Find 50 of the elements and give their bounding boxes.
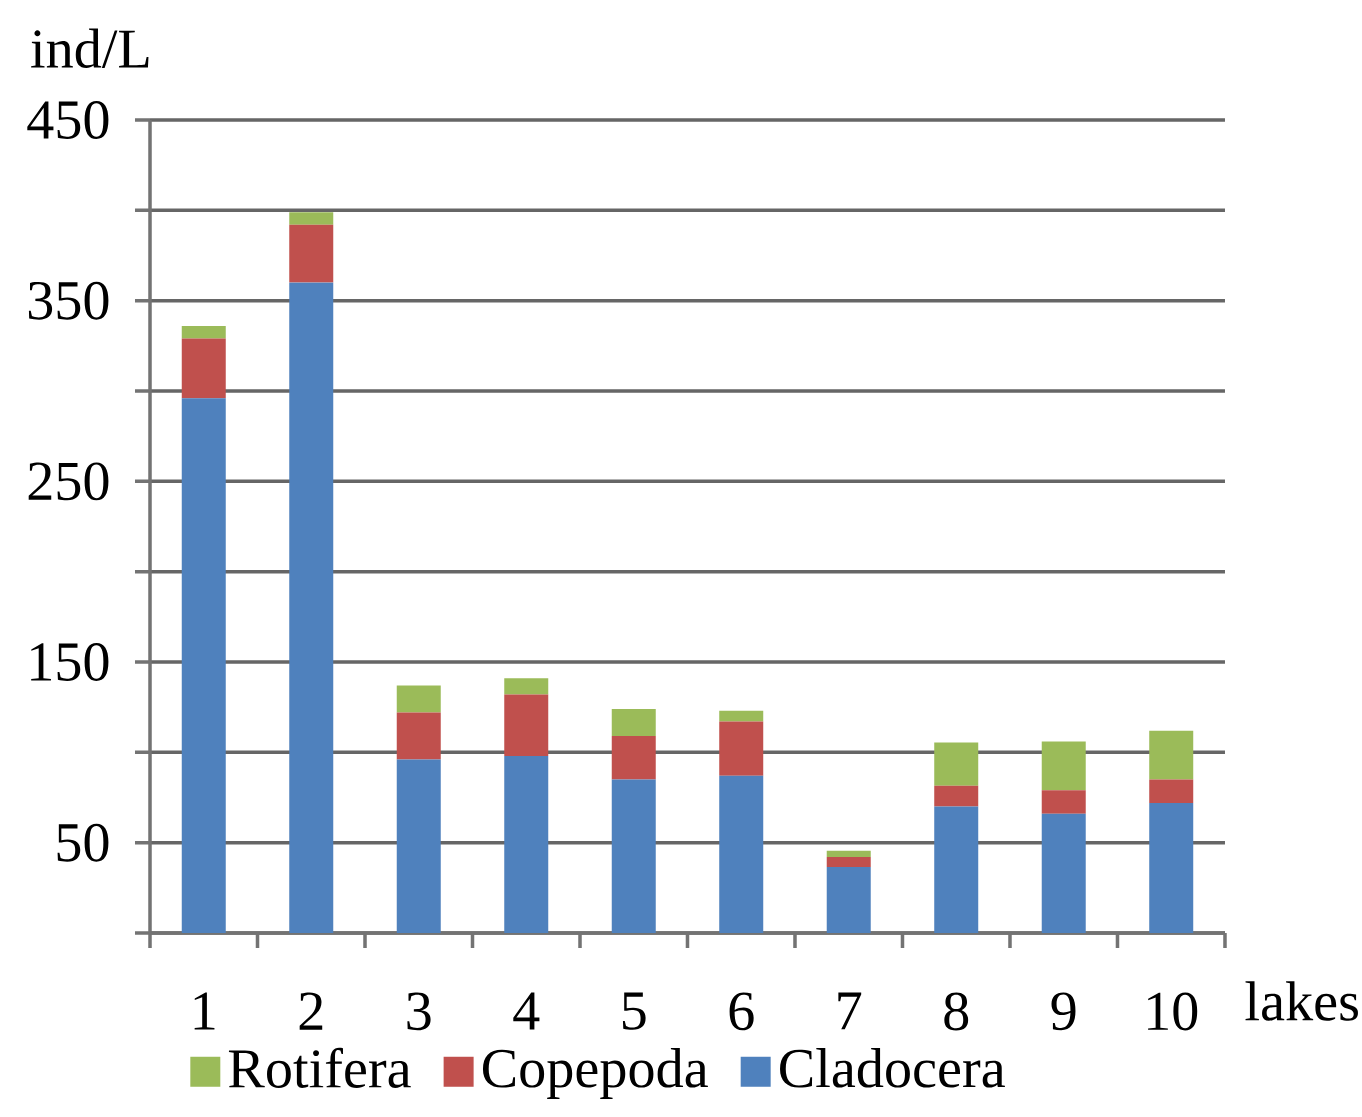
x-tick-label: 1 — [194, 992, 215, 1030]
x-tick-label: 9 — [1051, 992, 1076, 1031]
bar — [611, 736, 656, 780]
bar — [396, 759, 441, 933]
y-tick-label: 450 — [27, 101, 109, 139]
x-tick-label: 7 — [838, 992, 862, 1030]
bar — [719, 721, 764, 776]
y-tick-label: 150 — [31, 643, 109, 681]
bar — [289, 212, 334, 225]
bar — [611, 779, 656, 933]
x-tick-label: 4 — [513, 992, 540, 1030]
y-tick-label: 250 — [28, 462, 109, 501]
bar — [289, 224, 334, 283]
bar — [826, 857, 871, 868]
bar — [504, 755, 549, 933]
bar — [396, 712, 441, 760]
bar — [396, 685, 441, 713]
bar — [934, 785, 979, 807]
y-tick-label: 350 — [28, 281, 109, 320]
x-tick-label: 3 — [407, 992, 431, 1031]
bar — [611, 708, 656, 737]
bar — [934, 742, 979, 786]
x-tick-label: 2 — [299, 992, 323, 1030]
bar — [181, 398, 226, 933]
bar — [719, 775, 764, 933]
bar — [934, 806, 979, 933]
legend-label: Copepoda — [482, 1048, 708, 1100]
bar — [719, 710, 764, 722]
bar — [181, 338, 226, 399]
y-tick-label: 50 — [57, 823, 109, 862]
legend-label: Cladocera — [780, 1048, 1005, 1088]
bar — [1041, 813, 1086, 933]
bar — [826, 850, 871, 858]
bar — [1041, 741, 1086, 791]
bar — [504, 678, 549, 695]
legend-label: Rotifera — [228, 1047, 411, 1088]
bar — [1149, 802, 1194, 933]
bar — [1041, 790, 1086, 814]
bar — [826, 867, 871, 933]
x-tick-label: 10 — [1148, 992, 1198, 1031]
x-tick-label: 6 — [729, 992, 754, 1031]
bar — [289, 282, 334, 933]
bar — [1149, 779, 1194, 803]
bar — [181, 325, 226, 339]
x-tick-label: 5 — [622, 992, 646, 1030]
x-axis-title: lakes — [1245, 981, 1358, 1021]
x-tick-label: 8 — [944, 992, 969, 1031]
y-axis-title: ind/L — [31, 28, 149, 69]
bar — [504, 694, 549, 756]
bar — [1149, 730, 1194, 780]
